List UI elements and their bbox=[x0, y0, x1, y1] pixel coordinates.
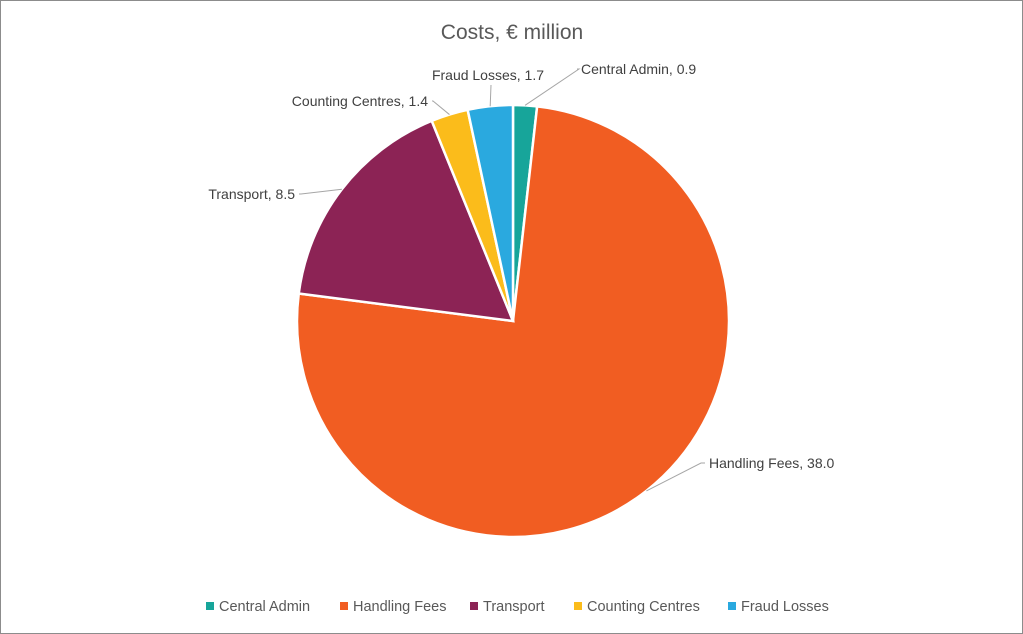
legend-label-fraud-losses: Fraud Losses bbox=[741, 599, 829, 615]
data-label-transport: Transport, 8.5 bbox=[208, 186, 295, 202]
pie-slices bbox=[295, 103, 731, 539]
leader-line-transport bbox=[299, 188, 342, 195]
legend-label-handling-fees: Handling Fees bbox=[353, 599, 447, 615]
legend-swatch-handling-fees bbox=[340, 602, 348, 610]
data-label-central-admin: Central Admin, 0.9 bbox=[581, 61, 696, 77]
data-label-handling-fees: Handling Fees, 38.0 bbox=[709, 455, 835, 471]
leader-line-central-admin bbox=[524, 68, 581, 106]
legend-swatch-counting-centres bbox=[574, 602, 582, 610]
slice-transport bbox=[297, 119, 515, 323]
legend-swatch-fraud-losses bbox=[728, 602, 736, 610]
leader-line-counting-centres bbox=[432, 100, 450, 115]
leader-line-handling-fees bbox=[646, 462, 705, 492]
legend-label-transport: Transport bbox=[483, 599, 545, 615]
legend: Central Admin Handling Fees Transport Count… bbox=[206, 599, 829, 615]
data-label-fraud-losses: Fraud Losses, 1.7 bbox=[432, 67, 544, 83]
data-label-counting-centres: Counting Centres, 1.4 bbox=[292, 93, 428, 109]
chart-title: Costs, € million bbox=[441, 21, 583, 44]
slice-fraud-losses bbox=[466, 103, 515, 322]
legend-swatch-transport bbox=[470, 602, 478, 610]
data-labels: Central Admin, 0.9 Handling Fees, 38.0 Tra… bbox=[208, 61, 834, 471]
leader-line-fraud-losses bbox=[489, 84, 492, 107]
legend-swatch-central-admin bbox=[206, 602, 214, 610]
legend-label-central-admin: Central Admin bbox=[219, 599, 310, 615]
legend-label-counting-centres: Counting Centres bbox=[587, 599, 700, 615]
leader-lines bbox=[299, 68, 705, 492]
